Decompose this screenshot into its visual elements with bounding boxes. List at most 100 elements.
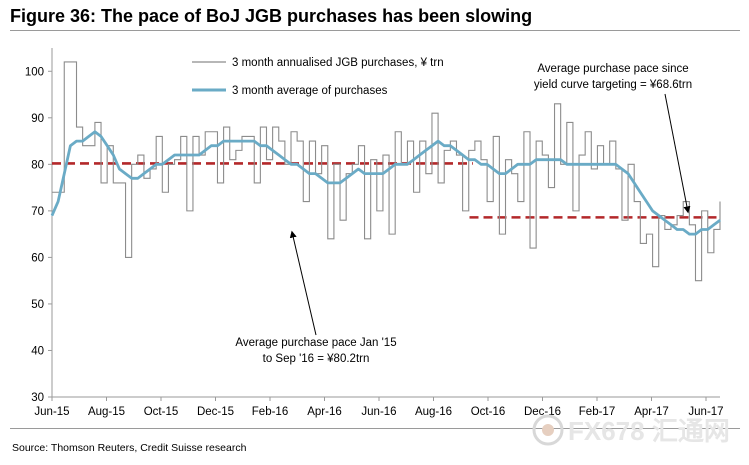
watermark-text: FX678 汇通网 — [568, 416, 730, 446]
average-point — [578, 163, 580, 165]
average-point — [504, 173, 507, 175]
average-point — [547, 159, 550, 161]
average-point — [51, 214, 53, 217]
x-tick-label: Oct-16 — [471, 406, 506, 418]
average-point — [198, 154, 200, 156]
average-point — [523, 163, 525, 165]
average-point — [235, 140, 237, 142]
average-point — [707, 228, 709, 231]
average-point — [388, 168, 390, 170]
source-note: Source: Thomson Reuters, Credit Suisse r… — [12, 442, 247, 454]
average-point — [553, 159, 556, 161]
average-point — [180, 154, 182, 156]
average-point — [302, 168, 304, 170]
average-point — [241, 140, 243, 142]
average-point — [511, 168, 513, 170]
average-point — [57, 201, 59, 203]
figure-title: Figure 36: The pace of BoJ JGB purchases… — [10, 6, 533, 26]
annotation-ytarget-line2: yield curve targeting = ¥68.6trn — [534, 79, 692, 91]
average-point — [94, 131, 96, 133]
average-point — [443, 145, 445, 147]
average-point — [480, 163, 482, 165]
average-point — [253, 140, 255, 142]
average-point — [633, 182, 635, 184]
watermark: FX678 汇通网 — [532, 414, 730, 446]
average-point — [124, 173, 127, 175]
average-point — [468, 159, 470, 161]
annotation-jan15-line1: Average purchase pace Jan '15 — [235, 337, 396, 349]
average-point — [272, 149, 274, 151]
bottom-rule — [10, 428, 740, 429]
average-point — [370, 173, 372, 175]
average-point — [161, 163, 163, 165]
average-point — [701, 228, 703, 231]
average-point — [584, 163, 586, 165]
average-point — [186, 154, 188, 156]
average-point — [713, 224, 715, 226]
average-point — [259, 145, 261, 147]
average-point — [339, 182, 341, 184]
average-point — [455, 149, 458, 151]
average-point — [137, 177, 139, 179]
average-point — [290, 163, 292, 165]
average-point — [88, 135, 90, 137]
average-point — [345, 177, 347, 179]
average-point — [449, 145, 451, 147]
average-point — [394, 163, 396, 165]
average-point — [658, 214, 660, 217]
average-point — [192, 154, 194, 156]
average-point — [131, 177, 133, 179]
average-point — [149, 168, 151, 170]
average-point — [69, 145, 71, 147]
x-tick-label: Oct-15 — [144, 406, 179, 418]
average-point — [351, 173, 353, 175]
legend: 3 month annualised JGB purchases, ¥ trn … — [192, 57, 444, 97]
x-tick-label: Apr-16 — [307, 406, 342, 418]
average-point — [603, 163, 605, 165]
average-point — [566, 163, 568, 165]
y-tick-label: 30 — [31, 392, 44, 404]
average-point — [247, 140, 249, 142]
average-point — [296, 163, 298, 165]
y-tick-label: 100 — [25, 66, 44, 78]
x-tick-label: Aug-15 — [88, 406, 125, 418]
y-tick-label: 40 — [31, 345, 44, 357]
average-point — [474, 159, 476, 161]
average-point — [118, 168, 120, 170]
average-point — [406, 163, 408, 165]
x-tick-label: Apr-17 — [634, 406, 669, 418]
average-point — [609, 163, 611, 165]
series-line-annualised-purchases — [52, 61, 721, 282]
average-point — [419, 154, 421, 156]
average-point — [664, 219, 666, 221]
series-line-3m-average — [50, 130, 721, 236]
average-point — [529, 163, 531, 165]
axes: 30 40 50 60 70 80 90 100 Jun-15 Aug-15 Oct-15 Dec-1… — [25, 48, 724, 418]
average-point — [382, 173, 384, 175]
average-point — [333, 182, 335, 184]
average-point — [652, 210, 654, 212]
average-point — [167, 159, 169, 161]
annotation-ytarget-arrow — [664, 93, 691, 214]
average-point — [437, 140, 439, 142]
average-point — [143, 173, 145, 175]
y-tick-label: 60 — [31, 252, 44, 264]
average-point — [541, 159, 543, 161]
average-point — [216, 145, 219, 147]
average-point — [327, 182, 329, 184]
average-point — [596, 163, 599, 165]
average-point — [155, 163, 157, 165]
average-point — [229, 140, 231, 142]
y-tick-label: 80 — [31, 159, 44, 171]
y-tick-label: 70 — [31, 206, 44, 218]
average-point — [210, 145, 212, 147]
x-tick-label: Feb-17 — [579, 406, 615, 418]
average-point — [627, 173, 629, 175]
average-point — [82, 140, 84, 142]
annotation-ytarget-line1: Average purchase pace since — [537, 63, 688, 75]
y-tick-label: 90 — [31, 113, 44, 125]
average-point — [284, 159, 286, 161]
average-point — [498, 173, 500, 175]
average-point — [278, 154, 280, 156]
